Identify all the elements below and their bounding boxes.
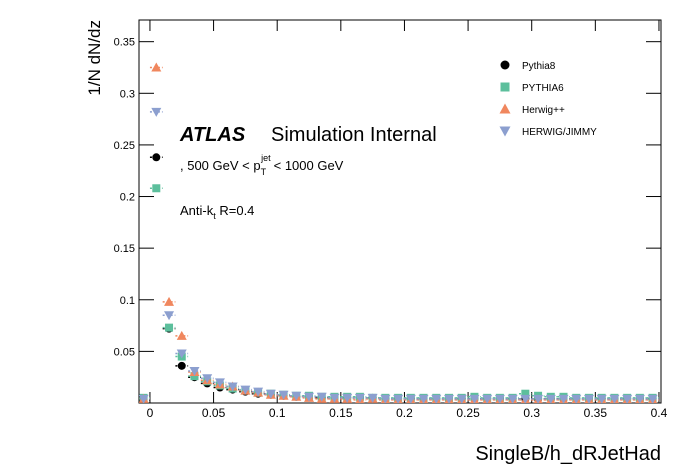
- pt-subscript: T: [261, 167, 267, 177]
- marker: [634, 394, 645, 403]
- marker: [622, 394, 633, 403]
- marker: [165, 323, 174, 332]
- marker: [152, 153, 161, 162]
- marker: [177, 361, 186, 370]
- marker: [609, 394, 620, 403]
- marker: [443, 394, 454, 403]
- series: [139, 62, 659, 403]
- series: [139, 107, 659, 403]
- plot-area: [139, 62, 659, 403]
- x-axis-label: SingleB/h_dRJetHad: [475, 443, 661, 465]
- marker: [164, 311, 175, 321]
- legend-label: Pythia8: [522, 61, 556, 72]
- marker: [456, 394, 467, 403]
- y-tick-label: 0.25: [114, 140, 135, 152]
- marker: [214, 378, 225, 388]
- marker: [558, 394, 569, 403]
- x-tick-label: 0.4: [651, 406, 668, 420]
- pt-superscript: jet: [260, 153, 271, 163]
- marker: [304, 392, 315, 402]
- marker: [240, 385, 251, 395]
- pt-text: < 1000 GeV: [274, 158, 344, 173]
- marker: [151, 107, 162, 117]
- marker: [291, 391, 302, 401]
- jet-subscript: t: [213, 211, 216, 221]
- marker: [571, 394, 582, 403]
- y-tick-label: 0.35: [114, 37, 135, 49]
- marker: [151, 62, 162, 72]
- marker: [482, 394, 493, 403]
- atlas-status: Simulation Internal: [271, 124, 437, 146]
- marker: [499, 126, 511, 137]
- marker: [139, 394, 149, 403]
- marker: [316, 392, 327, 402]
- marker: [520, 394, 531, 403]
- marker: [533, 394, 544, 403]
- x-tick-label: 0.1: [269, 406, 286, 420]
- x-tick-label: 0.25: [456, 406, 480, 420]
- marker: [431, 394, 442, 403]
- atlas-label: ATLAS: [179, 124, 246, 146]
- marker: [596, 394, 607, 403]
- legend-label: Herwig++: [522, 105, 565, 116]
- marker: [342, 393, 353, 403]
- marker: [507, 394, 518, 403]
- marker: [189, 366, 200, 376]
- pt-text: , 500 GeV < p: [180, 158, 261, 173]
- marker: [405, 394, 416, 403]
- series: [139, 153, 659, 403]
- marker: [253, 387, 264, 397]
- marker: [227, 382, 238, 392]
- x-tick-label: 0.05: [202, 406, 226, 420]
- marker: [278, 390, 289, 400]
- y-axis-label: 1/N dN/dz: [85, 20, 104, 96]
- legend-label: PYTHIA6: [522, 83, 564, 94]
- x-tick-label: 0.2: [396, 406, 413, 420]
- y-tick-label: 0.3: [120, 88, 135, 100]
- y-tick-label: 0.1: [120, 295, 135, 307]
- marker: [265, 389, 276, 399]
- jet-label: Anti-kt R=0.4: [180, 203, 254, 221]
- y-tick-label: 0.05: [114, 346, 135, 358]
- marker: [393, 394, 404, 403]
- marker: [380, 394, 391, 403]
- marker: [500, 60, 510, 70]
- marker: [521, 389, 530, 398]
- marker: [354, 393, 365, 403]
- marker: [418, 394, 429, 403]
- y-tick-label: 0.15: [114, 243, 135, 255]
- marker: [152, 184, 161, 193]
- marker: [583, 394, 594, 403]
- marker: [494, 394, 505, 403]
- marker: [202, 374, 213, 384]
- legend-label: HERWIG/JIMMY: [522, 127, 597, 138]
- marker: [647, 394, 658, 403]
- marker: [367, 393, 378, 403]
- x-tick-label: 0.15: [329, 406, 353, 420]
- y-tick-label: 0.2: [120, 192, 135, 204]
- marker: [499, 103, 511, 114]
- marker: [329, 393, 340, 403]
- marker: [190, 372, 199, 381]
- marker: [500, 82, 510, 92]
- marker: [545, 394, 556, 403]
- marker: [469, 394, 480, 403]
- pt-label: , 500 GeV < pTjet < 1000 GeV: [180, 153, 344, 177]
- x-tick-label: 0: [147, 406, 154, 420]
- marker: [164, 296, 175, 306]
- x-tick-label: 0.35: [584, 406, 608, 420]
- jet-text: R=0.4: [216, 203, 255, 218]
- jet-text: Anti-k: [180, 203, 214, 218]
- marker: [176, 349, 187, 359]
- marker: [176, 330, 187, 340]
- x-tick-label: 0.3: [523, 406, 540, 420]
